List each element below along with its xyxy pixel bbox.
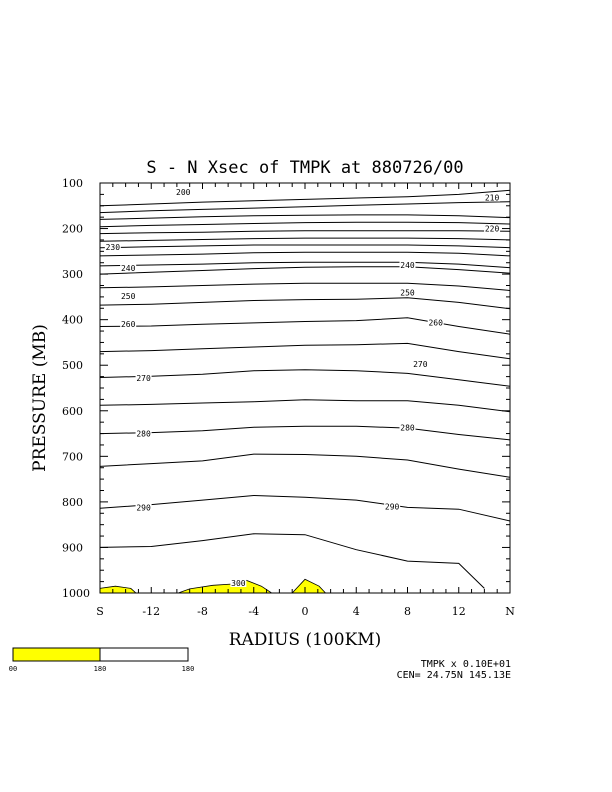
contour-label-bg: [135, 503, 152, 512]
contour-label: 270: [136, 374, 151, 383]
isotherm-line-340: [99, 342, 511, 360]
y-tick-label: 300: [62, 268, 83, 281]
isotherm-line-280: [99, 251, 511, 257]
isotherm-line-240: [99, 221, 511, 228]
x-tick-label: N: [505, 605, 515, 618]
contour-label-bg: [135, 429, 152, 438]
contour-label: 280: [136, 430, 151, 439]
isotherm-line-370: [99, 425, 511, 441]
isotherm-line-350: [99, 369, 511, 387]
x-tick-label: 4: [353, 605, 360, 618]
contour-label: 260: [121, 320, 136, 329]
y-tick-label: 100: [62, 177, 83, 190]
y-tick-label: 200: [62, 223, 83, 236]
center-coordinates: CEN= 24.75N 145.13E: [397, 670, 511, 681]
isotherm-line-320: [99, 297, 511, 310]
x-tick-label: -12: [142, 605, 160, 618]
contour-label: 260: [428, 318, 443, 327]
colorbar-label-0: 00: [9, 665, 17, 673]
contour-label-bg: [384, 502, 401, 511]
contour-label: 240: [400, 261, 415, 270]
contour-label: 200: [176, 188, 191, 197]
contour-label: 280: [400, 424, 415, 433]
x-tick-label: 0: [302, 605, 309, 618]
contour-label-bg: [484, 193, 501, 202]
colorbar-swatch-0: [12, 647, 101, 662]
isotherm-line-260: [99, 237, 511, 242]
isotherm-line-220: [99, 201, 511, 214]
contour-label-bg: [427, 318, 444, 327]
x-tick-labels: S -12 -8 -4 0 4 8 12 N: [96, 605, 515, 618]
contour-label-bg: [120, 320, 137, 329]
y-tick-label: 400: [62, 314, 83, 327]
contour-label-bg: [120, 291, 137, 300]
isotherm-line-290: [99, 261, 511, 269]
shaded-region-2: [291, 578, 327, 594]
isotherm-line-390: [99, 494, 511, 522]
y-axis-label: PRESSURE (MB): [30, 324, 50, 472]
contour-label-layer: 200 210 220 230 240 240 250 250 260 260 270 270 280 2…: [104, 188, 501, 588]
contour-label: 290: [385, 502, 400, 511]
contour-label: 210: [485, 194, 500, 203]
isotherm-line-270: [99, 244, 511, 249]
x-tick-label: -8: [197, 605, 208, 618]
scale-note: TMPK x 0.10E+01: [421, 659, 511, 670]
chart-title: S - N Xsec of TMPK at 880726/00: [146, 158, 463, 178]
contour-label-bg: [120, 264, 137, 273]
x-tick-label: 12: [452, 605, 466, 618]
y-tick-labels: 100 200 300 400 500 600 700 800 900 1000: [62, 177, 90, 600]
x-tick-label: -4: [248, 605, 259, 618]
y-tick-label: 1000: [62, 587, 90, 600]
isotherm-line-310: [99, 282, 511, 291]
x-tick-label: S: [96, 605, 104, 618]
contour-label: 220: [485, 225, 500, 234]
x-tick-label: 8: [404, 605, 411, 618]
colorbar: 00 180 180: [9, 647, 195, 673]
contour-label: 250: [400, 288, 415, 297]
colorbar-label-1: 180: [94, 665, 107, 673]
contour-label-bg: [104, 242, 121, 251]
contour-label-bg: [175, 188, 192, 197]
contour-label-bg: [399, 261, 416, 269]
axis-ticks: [99, 182, 511, 594]
y-tick-label: 500: [62, 359, 83, 372]
contour-label: 250: [121, 292, 136, 301]
y-tick-label: 900: [62, 541, 83, 554]
isotherm-line-250: [99, 230, 511, 235]
contour-label: 290: [136, 503, 151, 512]
shaded-region-1: [178, 579, 274, 594]
isotherm-layer: [99, 189, 511, 589]
contour-label: 270: [413, 360, 428, 369]
y-tick-label: 700: [62, 450, 83, 463]
contour-label-bg: [412, 359, 429, 368]
y-tick-label: 600: [62, 405, 83, 418]
contour-label-bg: [135, 373, 152, 382]
contour-label: 300: [231, 579, 246, 588]
isotherm-line-330: [99, 317, 511, 335]
contour-label: 230: [106, 243, 121, 252]
isotherm-line-300: [99, 266, 511, 275]
isotherm-line-360: [99, 399, 511, 413]
contour-label-bg: [399, 288, 416, 297]
colorbar-label-2: 180: [182, 665, 195, 673]
y-tick-label: 800: [62, 496, 83, 509]
colorbar-swatch-1: [99, 647, 189, 662]
isotherm-line-380: [99, 453, 511, 478]
contour-label-bg: [230, 578, 247, 587]
contour-label-bg: [484, 224, 501, 233]
contour-label: 240: [121, 264, 136, 273]
x-axis-label: RADIUS (100KM): [229, 630, 382, 650]
shaded-region-layer: [99, 578, 327, 594]
contour-label-bg: [399, 423, 416, 432]
isotherm-line-400: [99, 533, 485, 589]
shaded-region-0: [99, 585, 137, 594]
isotherm-line-230: [99, 214, 511, 220]
isotherm-line-210: [99, 189, 511, 207]
